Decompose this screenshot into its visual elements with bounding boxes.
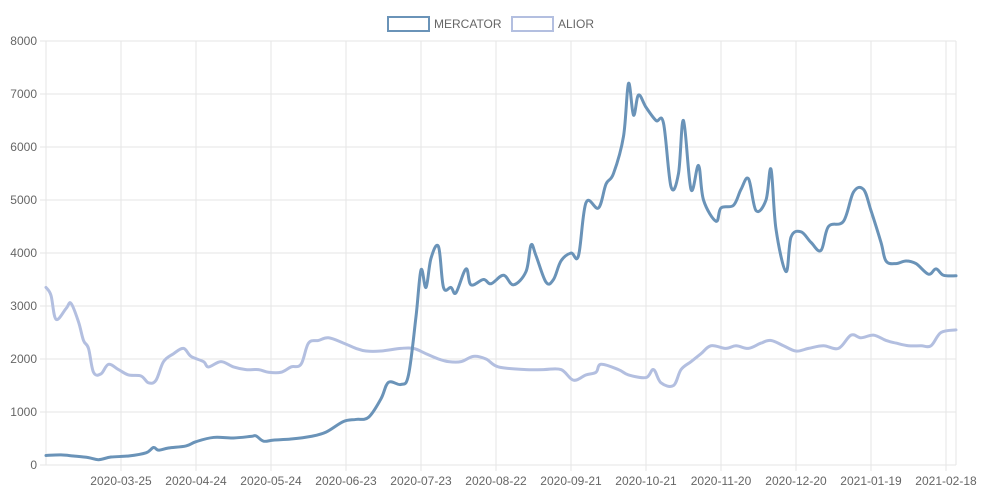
- y-tick-label: 1000: [10, 405, 37, 419]
- y-tick-label: 8000: [10, 34, 37, 48]
- axes: 0 1000 2000 3000 4000 5000 6000 7000 8000 2020-03…: [10, 34, 977, 488]
- x-tick-label: 2020-05-24: [240, 474, 302, 488]
- series-lines: [44, 81, 958, 462]
- series-line-mercator[interactable]: [44, 81, 958, 462]
- x-tick-label: 2021-01-19: [840, 474, 902, 488]
- x-tick-label: 2020-07-23: [390, 474, 452, 488]
- x-tick-label: 2020-11-20: [691, 474, 752, 488]
- legend[interactable]: MERCATOR ALIOR: [387, 16, 594, 32]
- y-tick-label: 5000: [10, 193, 37, 207]
- y-tick-label: 7000: [10, 87, 37, 101]
- y-tick-label: 6000: [10, 140, 37, 154]
- y-tick-label: 0: [30, 458, 37, 472]
- y-tick-label: 3000: [10, 299, 37, 313]
- x-tick-label: 2020-09-21: [540, 474, 602, 488]
- legend-label-alior[interactable]: ALIOR: [558, 17, 594, 31]
- legend-swatch-mercator[interactable]: [387, 16, 430, 32]
- y-tick-label: 4000: [10, 246, 37, 260]
- x-tick-label: 2020-04-24: [165, 474, 227, 488]
- series-line-alior[interactable]: [44, 285, 958, 388]
- x-tick-label: 2020-10-21: [615, 474, 677, 488]
- x-tick-label: 2020-06-23: [315, 474, 377, 488]
- legend-swatch-alior[interactable]: [511, 16, 554, 32]
- x-tick-label: 2020-03-25: [90, 474, 152, 488]
- y-tick-label: 2000: [10, 352, 37, 366]
- grid: [46, 40, 956, 466]
- legend-label-mercator[interactable]: MERCATOR: [434, 17, 502, 31]
- x-tick-label: 2020-12-20: [765, 474, 827, 488]
- x-tick-label: 2020-08-22: [465, 474, 527, 488]
- x-tick-label: 2021-02-18: [915, 474, 977, 488]
